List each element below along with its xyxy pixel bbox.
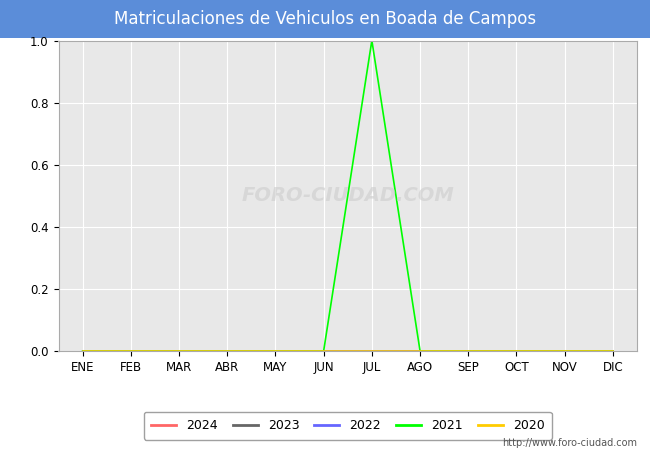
Legend: 2024, 2023, 2022, 2021, 2020: 2024, 2023, 2022, 2021, 2020 (144, 412, 552, 440)
Text: FORO-CIUDAD.COM: FORO-CIUDAD.COM (241, 186, 454, 205)
Text: http://www.foro-ciudad.com: http://www.foro-ciudad.com (502, 438, 637, 448)
Text: Matriculaciones de Vehiculos en Boada de Campos: Matriculaciones de Vehiculos en Boada de… (114, 10, 536, 28)
